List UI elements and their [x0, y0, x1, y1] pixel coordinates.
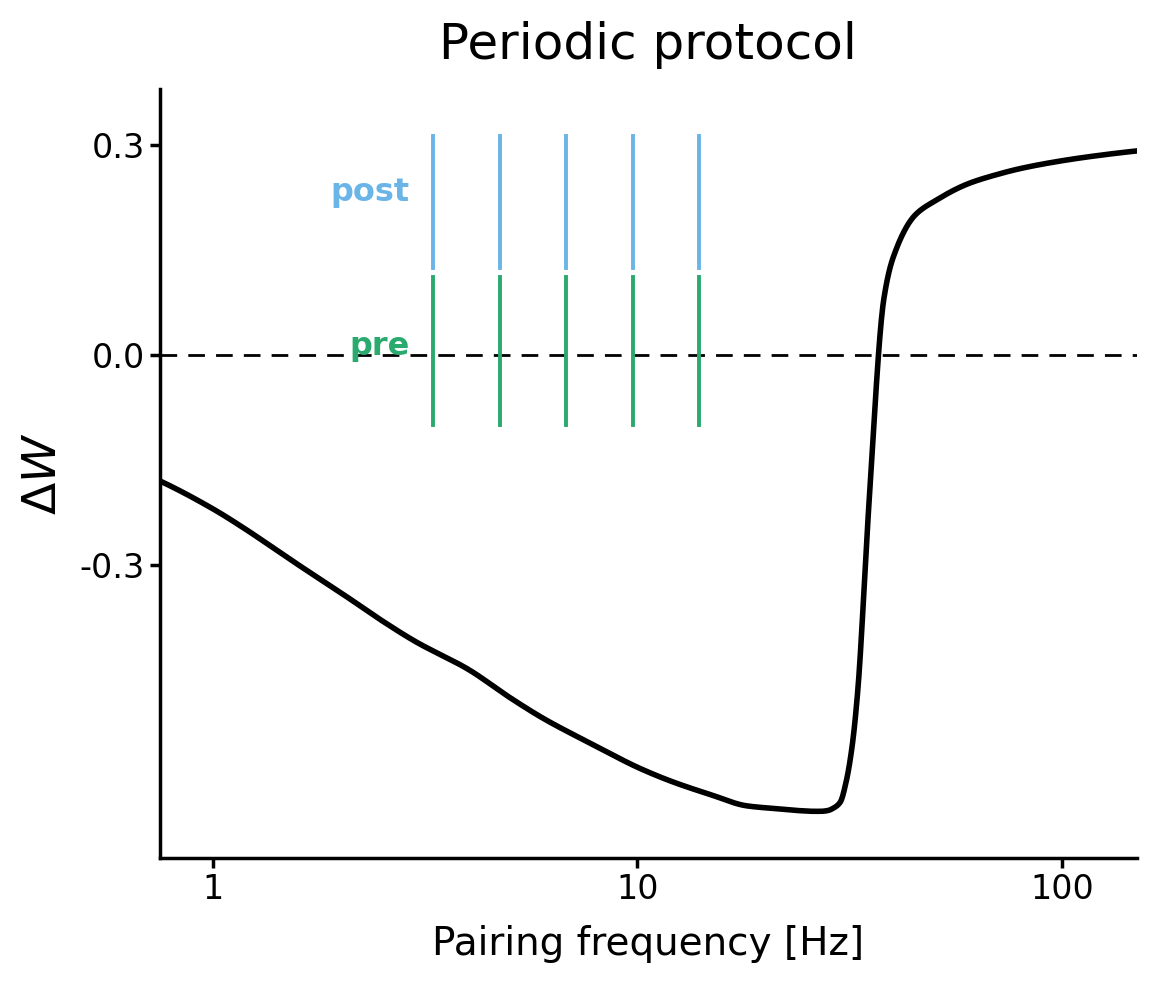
Title: Periodic protocol: Periodic protocol [439, 21, 857, 69]
Y-axis label: $\Delta W$: $\Delta W$ [21, 433, 66, 515]
X-axis label: Pairing frequency [Hz]: Pairing frequency [Hz] [432, 925, 864, 963]
